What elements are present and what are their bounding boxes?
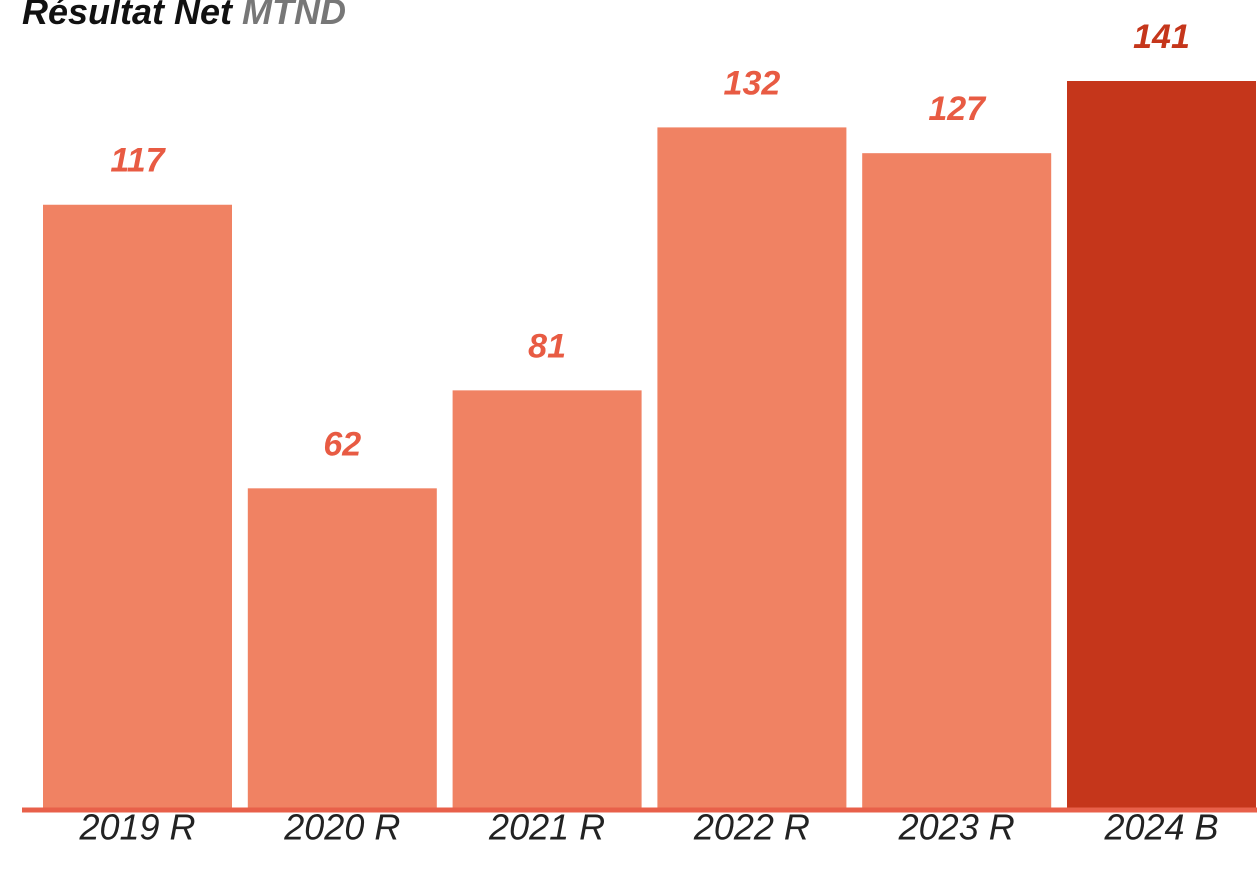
x-tick-label: 2023 R [898, 807, 1015, 848]
x-tick-label: 2022 R [693, 807, 810, 848]
value-label: 62 [323, 425, 361, 463]
value-label: 81 [528, 327, 566, 365]
chart-title: Résultat Net MTND [22, 0, 346, 32]
value-label: 117 [110, 142, 166, 180]
chart-subtitle: MTND [242, 0, 346, 32]
value-label: 132 [724, 64, 781, 102]
x-tick-label: 2019 R [78, 807, 195, 848]
chart-title-main: Résultat Net [22, 0, 234, 32]
x-tick-label: 2021 R [488, 807, 605, 848]
x-tick-label: 2020 R [283, 807, 400, 848]
x-tick-label: 2024 B [1103, 807, 1218, 848]
bar [43, 204, 232, 808]
bar [452, 390, 642, 808]
value-label: 127 [928, 90, 987, 128]
bar [862, 153, 1052, 809]
bar [247, 488, 437, 808]
value-label: 141 [1133, 18, 1190, 56]
bar [1067, 81, 1256, 808]
bar [657, 127, 847, 809]
